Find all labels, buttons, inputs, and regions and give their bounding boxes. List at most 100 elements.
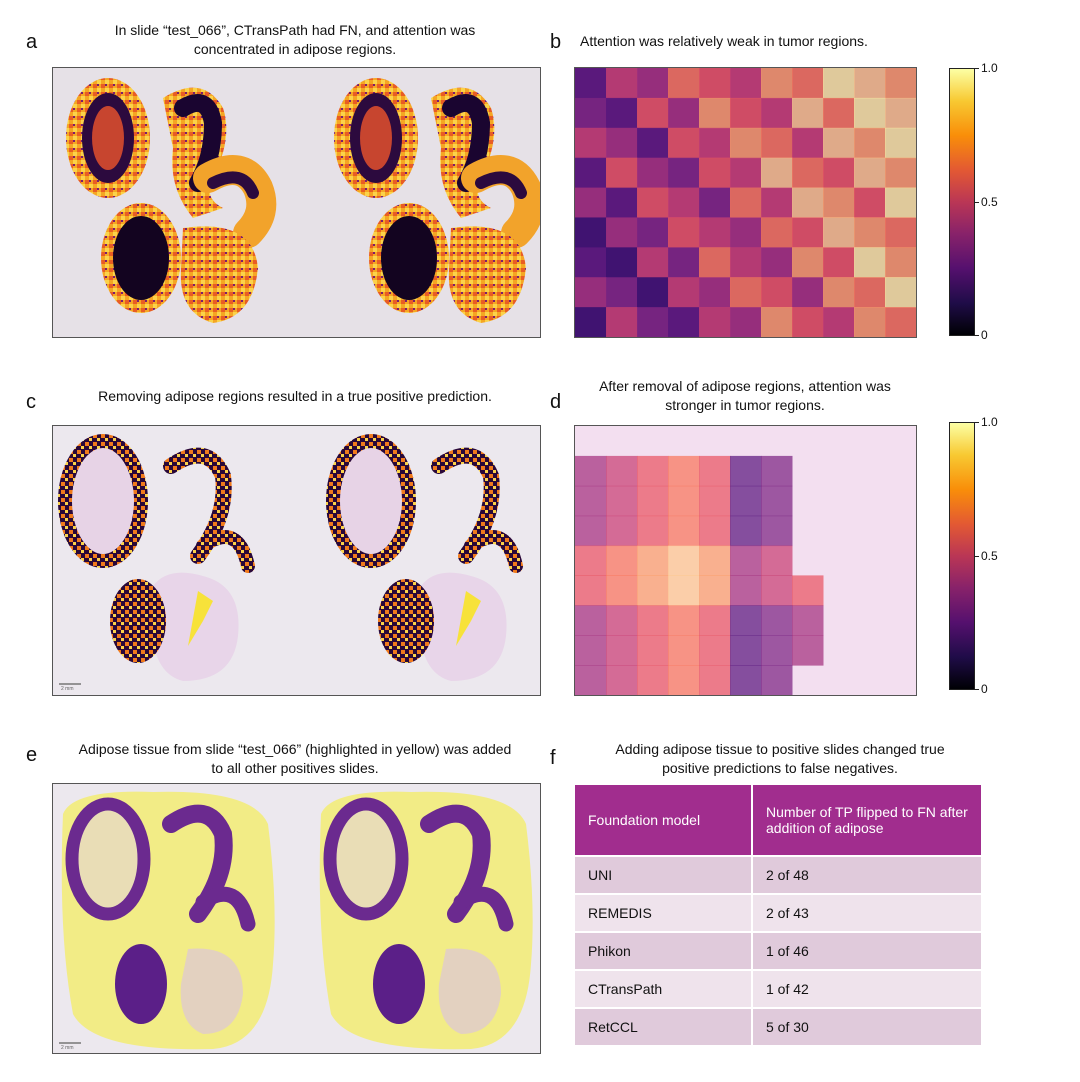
heatmap-tile: [606, 575, 638, 606]
heatmap-tile: [823, 68, 855, 99]
heatmap-tile: [637, 545, 669, 576]
heatmap-tile: [699, 247, 731, 278]
heatmap-tile: [606, 665, 638, 695]
heatmap-tile: [792, 575, 824, 606]
colorbar-b-tick-min: 0: [981, 328, 988, 342]
heatmap-tile: [730, 307, 762, 337]
panel-e-adipose-added: 2 mm: [52, 783, 541, 1054]
heatmap-tile: [637, 97, 669, 129]
row-model: UNI: [573, 855, 753, 895]
heatmap-tile: [668, 68, 700, 99]
heatmap-tile: [606, 307, 638, 337]
heatmap-tile: [823, 187, 855, 218]
heatmap-tile: [885, 97, 916, 129]
heatmap-tile: [637, 68, 669, 99]
heatmap-tile: [575, 545, 607, 576]
heatmap-tile: [668, 635, 700, 666]
panel-b-zoom-heatmap: [574, 67, 917, 338]
colorbar-b-tick-mid: 0.5: [981, 195, 998, 209]
heatmap-tile: [854, 97, 886, 129]
heatmap-tile: [606, 187, 638, 218]
table-row: REMEDIS 2 of 43: [573, 893, 983, 933]
panel-letter-b: b: [550, 31, 562, 53]
panel-c-adipose-removed: 2 mm: [52, 425, 541, 696]
row-model: RetCCL: [573, 1007, 753, 1047]
heatmap-tile: [668, 515, 700, 547]
table-row: RetCCL 5 of 30: [573, 1007, 983, 1047]
heatmap-tile: [792, 68, 824, 99]
heatmap-tile: [761, 68, 793, 99]
heatmap-tile: [761, 485, 793, 517]
table-header-row: Foundation model Number of TP flipped to…: [573, 783, 983, 857]
heatmap-tile: [823, 157, 855, 189]
heatmap-tile: [637, 485, 669, 517]
heatmap-tile: [792, 635, 824, 666]
slide-copy-left: [66, 78, 277, 323]
table-row: Phikon 1 of 46: [573, 931, 983, 971]
table-row: UNI 2 of 48: [573, 855, 983, 895]
caption-c: Removing adipose regions resulted in a t…: [98, 388, 492, 404]
heatmap-tile: [668, 127, 700, 159]
heatmap-tile: [575, 157, 607, 189]
heatmap-tile: [730, 575, 762, 606]
heatmap-tile: [730, 187, 762, 218]
heatmap-tile: [668, 157, 700, 189]
heatmap-tile: [885, 157, 916, 189]
heatmap-tile: [885, 127, 916, 159]
colorbar-d-tick-min: 0: [981, 682, 988, 696]
heatmap-tile: [637, 157, 669, 189]
heatmap-tile: [699, 157, 731, 189]
colorbar-d: [949, 422, 975, 690]
heatmap-tile: [668, 187, 700, 218]
heatmap-tile: [730, 277, 762, 308]
heatmap-tile: [730, 635, 762, 666]
heatmap-tile: [699, 605, 731, 636]
heatmap-tile: [761, 545, 793, 576]
heatmap-tile: [823, 307, 855, 337]
heatmap-tile: [823, 217, 855, 248]
heatmap-tile: [854, 187, 886, 218]
heatmap-tile: [761, 307, 793, 337]
heatmap-tile: [792, 127, 824, 159]
heatmap-tile: [823, 277, 855, 308]
panel-letter-f: f: [550, 747, 556, 769]
heatmap-tile: [668, 455, 700, 487]
heatmap-tile: [637, 187, 669, 218]
heatmap-tile: [792, 307, 824, 337]
heatmap-tile: [761, 605, 793, 636]
heatmap-tile: [730, 455, 762, 487]
heatmap-tile: [792, 247, 824, 278]
heatmap-tile: [575, 485, 607, 517]
heatmap-tile: [699, 97, 731, 129]
heatmap-tile: [637, 665, 669, 695]
heatmap-tile: [761, 515, 793, 547]
heatmap-tile: [699, 187, 731, 218]
heatmap-tile: [699, 277, 731, 308]
heatmap-tile: [668, 307, 700, 337]
heatmap-tile: [637, 515, 669, 547]
heatmap-tile: [699, 217, 731, 248]
heatmap-tile: [668, 665, 700, 695]
heatmap-tile: [606, 455, 638, 487]
heatmap-tile: [730, 665, 762, 695]
panel-letter-a: a: [26, 31, 38, 53]
heatmap-tile: [792, 187, 824, 218]
panel-letter-e: e: [26, 744, 38, 766]
heatmap-tile: [699, 307, 731, 337]
colorbar-d-tick-mid: 0.5: [981, 549, 998, 563]
row-flipped: 1 of 42: [751, 969, 983, 1009]
heatmap-tile: [699, 575, 731, 606]
panel-letter-d: d: [550, 391, 562, 413]
heatmap-tile: [668, 575, 700, 606]
heatmap-tile: [730, 217, 762, 248]
heatmap-tile: [575, 68, 607, 99]
heatmap-tile: [885, 247, 916, 278]
heatmap-tile: [792, 217, 824, 248]
heatmap-tile: [637, 247, 669, 278]
heatmap-tile: [575, 217, 607, 248]
slide-c-left: [58, 434, 255, 681]
heatmap-tile: [761, 157, 793, 189]
heatmap-tile: [761, 97, 793, 129]
heatmap-tile: [668, 97, 700, 129]
caption-f: Adding adipose tissue to positive slides…: [615, 741, 945, 776]
